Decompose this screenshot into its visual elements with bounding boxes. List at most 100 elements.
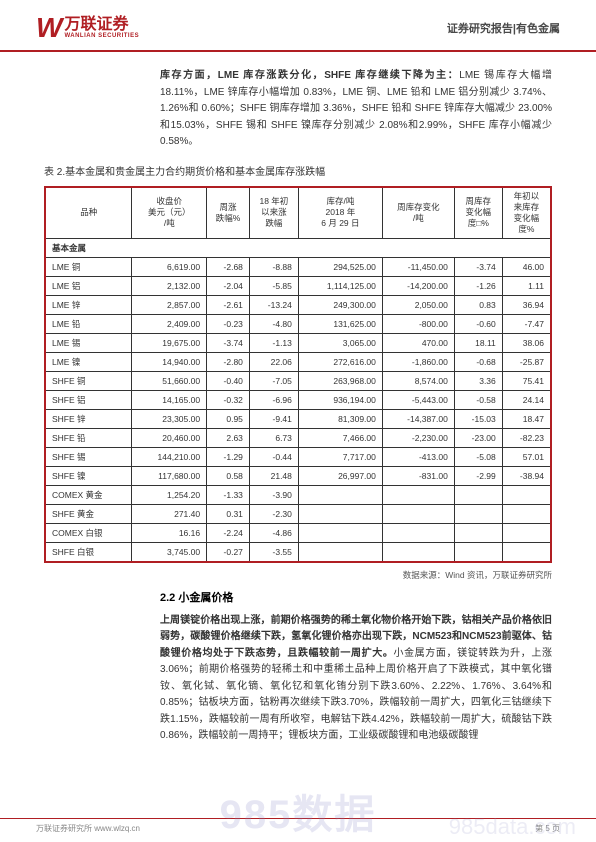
paragraph-inventory: 库存方面，LME 库存涨跌分化，SHFE 库存继续下降为主：LME 锡库存大幅增… (0, 52, 596, 159)
table-cell: -25.87 (502, 352, 551, 371)
table-cell: 144,210.00 (132, 447, 207, 466)
table-cell: 19,675.00 (132, 333, 207, 352)
table-cell: -15.03 (454, 409, 502, 428)
paragraph-minor-metals: 上周镁锭价格出现上涨，前期价格强势的稀土氧化物价格开始下跌，钴相关产品价格依旧弱… (0, 607, 596, 745)
table-cell: -2.99 (454, 466, 502, 485)
table-cell: 263,968.00 (298, 371, 382, 390)
table-cell: -1.13 (249, 333, 298, 352)
table-head: 品种收盘价美元（元）/吨周涨跌幅%18 年初以来涨跌幅库存/吨2018 年6 月… (45, 187, 551, 239)
page-header: W 万联证券 WANLIAN SECURITIES 证券研究报告|有色金属 (0, 0, 596, 52)
table-cell: 470.00 (382, 333, 454, 352)
table-cell (382, 523, 454, 542)
table-cell: 24.14 (502, 390, 551, 409)
table-cell: 23,305.00 (132, 409, 207, 428)
table-cell: 81,309.00 (298, 409, 382, 428)
table-cell: 16.16 (132, 523, 207, 542)
table-cell: LME 锡 (45, 333, 132, 352)
table-cell: 36.94 (502, 295, 551, 314)
metals-table: 品种收盘价美元（元）/吨周涨跌幅%18 年初以来涨跌幅库存/吨2018 年6 月… (44, 186, 552, 563)
table-cell: -2.61 (207, 295, 250, 314)
table-cell: LME 铅 (45, 314, 132, 333)
table-cell: SHFE 黄金 (45, 504, 132, 523)
para1-lead: 库存方面，LME 库存涨跌分化，SHFE 库存继续下降为主： (160, 70, 459, 81)
table-cell: -7.05 (249, 371, 298, 390)
page-footer: 万联证券研究所 www.wlzq.cn 第 5 页 (0, 818, 596, 834)
table-cell: 8,574.00 (382, 371, 454, 390)
table-cell: SHFE 铅 (45, 428, 132, 447)
table-cell: 6.73 (249, 428, 298, 447)
table-cell (382, 542, 454, 562)
section-2-2-heading: 2.2 小金属价格 (0, 587, 596, 607)
logo: W 万联证券 WANLIAN SECURITIES (36, 12, 139, 44)
table-cell: 7,466.00 (298, 428, 382, 447)
table-cell: -1,860.00 (382, 352, 454, 371)
table-cell: -2.04 (207, 276, 250, 295)
table-cell: -0.40 (207, 371, 250, 390)
table-cell: 0.58 (207, 466, 250, 485)
table-cell: -2,230.00 (382, 428, 454, 447)
table-cell: -2.68 (207, 257, 250, 276)
table-cell: -6.96 (249, 390, 298, 409)
table-cell: -0.32 (207, 390, 250, 409)
table-header-cell: 周涨跌幅% (207, 187, 250, 239)
table-header-cell: 周库存变化幅度□% (454, 187, 502, 239)
table-cell: SHFE 锌 (45, 409, 132, 428)
table-row: SHFE 镍117,680.000.5821.4826,997.00-831.0… (45, 466, 551, 485)
table-cell: -0.44 (249, 447, 298, 466)
table-cell: LME 铝 (45, 276, 132, 295)
table-cell: -3.74 (454, 257, 502, 276)
table-row: LME 镍14,940.00-2.8022.06272,616.00-1,860… (45, 352, 551, 371)
table-cell: 249,300.00 (298, 295, 382, 314)
table-cell: 1,254.20 (132, 485, 207, 504)
table-cell: 20,460.00 (132, 428, 207, 447)
table-cell (502, 542, 551, 562)
table-row: SHFE 黄金271.400.31-2.30 (45, 504, 551, 523)
table-cell: -2.80 (207, 352, 250, 371)
table-cell: SHFE 铝 (45, 390, 132, 409)
table-header-cell: 品种 (45, 187, 132, 239)
table-row: SHFE 白银3,745.00-0.27-3.55 (45, 542, 551, 562)
table-cell: 2,132.00 (132, 276, 207, 295)
table-row: LME 铅2,409.00-0.23-4.80131,625.00-800.00… (45, 314, 551, 333)
table-cell (454, 504, 502, 523)
table-cell: -13.24 (249, 295, 298, 314)
table-cell: -2.24 (207, 523, 250, 542)
table-cell: 117,680.00 (132, 466, 207, 485)
table-cell (502, 523, 551, 542)
table-cell: -14,200.00 (382, 276, 454, 295)
table-row: COMEX 白银16.16-2.24-4.86 (45, 523, 551, 542)
table-cell: 6,619.00 (132, 257, 207, 276)
table-cell: 57.01 (502, 447, 551, 466)
table-row: SHFE 锌23,305.000.95-9.4181,309.00-14,387… (45, 409, 551, 428)
table-cell: 26,997.00 (298, 466, 382, 485)
table-cell: 75.41 (502, 371, 551, 390)
table-cell: 0.31 (207, 504, 250, 523)
table-cell: -831.00 (382, 466, 454, 485)
table-cell: 2,409.00 (132, 314, 207, 333)
table-row: SHFE 铝14,165.00-0.32-6.96936,194.00-5,44… (45, 390, 551, 409)
table-cell (502, 504, 551, 523)
table-cell (298, 523, 382, 542)
table-cell: 3.36 (454, 371, 502, 390)
table-cell: 18.11 (454, 333, 502, 352)
table-cell: COMEX 白银 (45, 523, 132, 542)
table-cell (382, 504, 454, 523)
table-cell: 46.00 (502, 257, 551, 276)
table-row: SHFE 锡144,210.00-1.29-0.447,717.00-413.0… (45, 447, 551, 466)
table-cell: -0.27 (207, 542, 250, 562)
table-row: SHFE 铜51,660.00-0.40-7.05263,968.008,574… (45, 371, 551, 390)
table-cell: 21.48 (249, 466, 298, 485)
table-section-cell: 基本金属 (45, 238, 551, 257)
table-header-cell: 周库存变化/吨 (382, 187, 454, 239)
sec2-rest: 小金属方面，镁锭转跌为升，上涨3.06%；前期价格强势的轻稀土和中重稀土品种上周… (160, 648, 552, 742)
table-cell: -5.85 (249, 276, 298, 295)
table-cell: SHFE 镍 (45, 466, 132, 485)
table-row: SHFE 铅20,460.002.636.737,466.00-2,230.00… (45, 428, 551, 447)
table-cell: -0.58 (454, 390, 502, 409)
table-cell: -9.41 (249, 409, 298, 428)
table-cell: 14,940.00 (132, 352, 207, 371)
table-cell: LME 镍 (45, 352, 132, 371)
table-body: 基本金属LME 铜6,619.00-2.68-8.88294,525.00-11… (45, 238, 551, 562)
table-cell: -7.47 (502, 314, 551, 333)
table-cell: -800.00 (382, 314, 454, 333)
